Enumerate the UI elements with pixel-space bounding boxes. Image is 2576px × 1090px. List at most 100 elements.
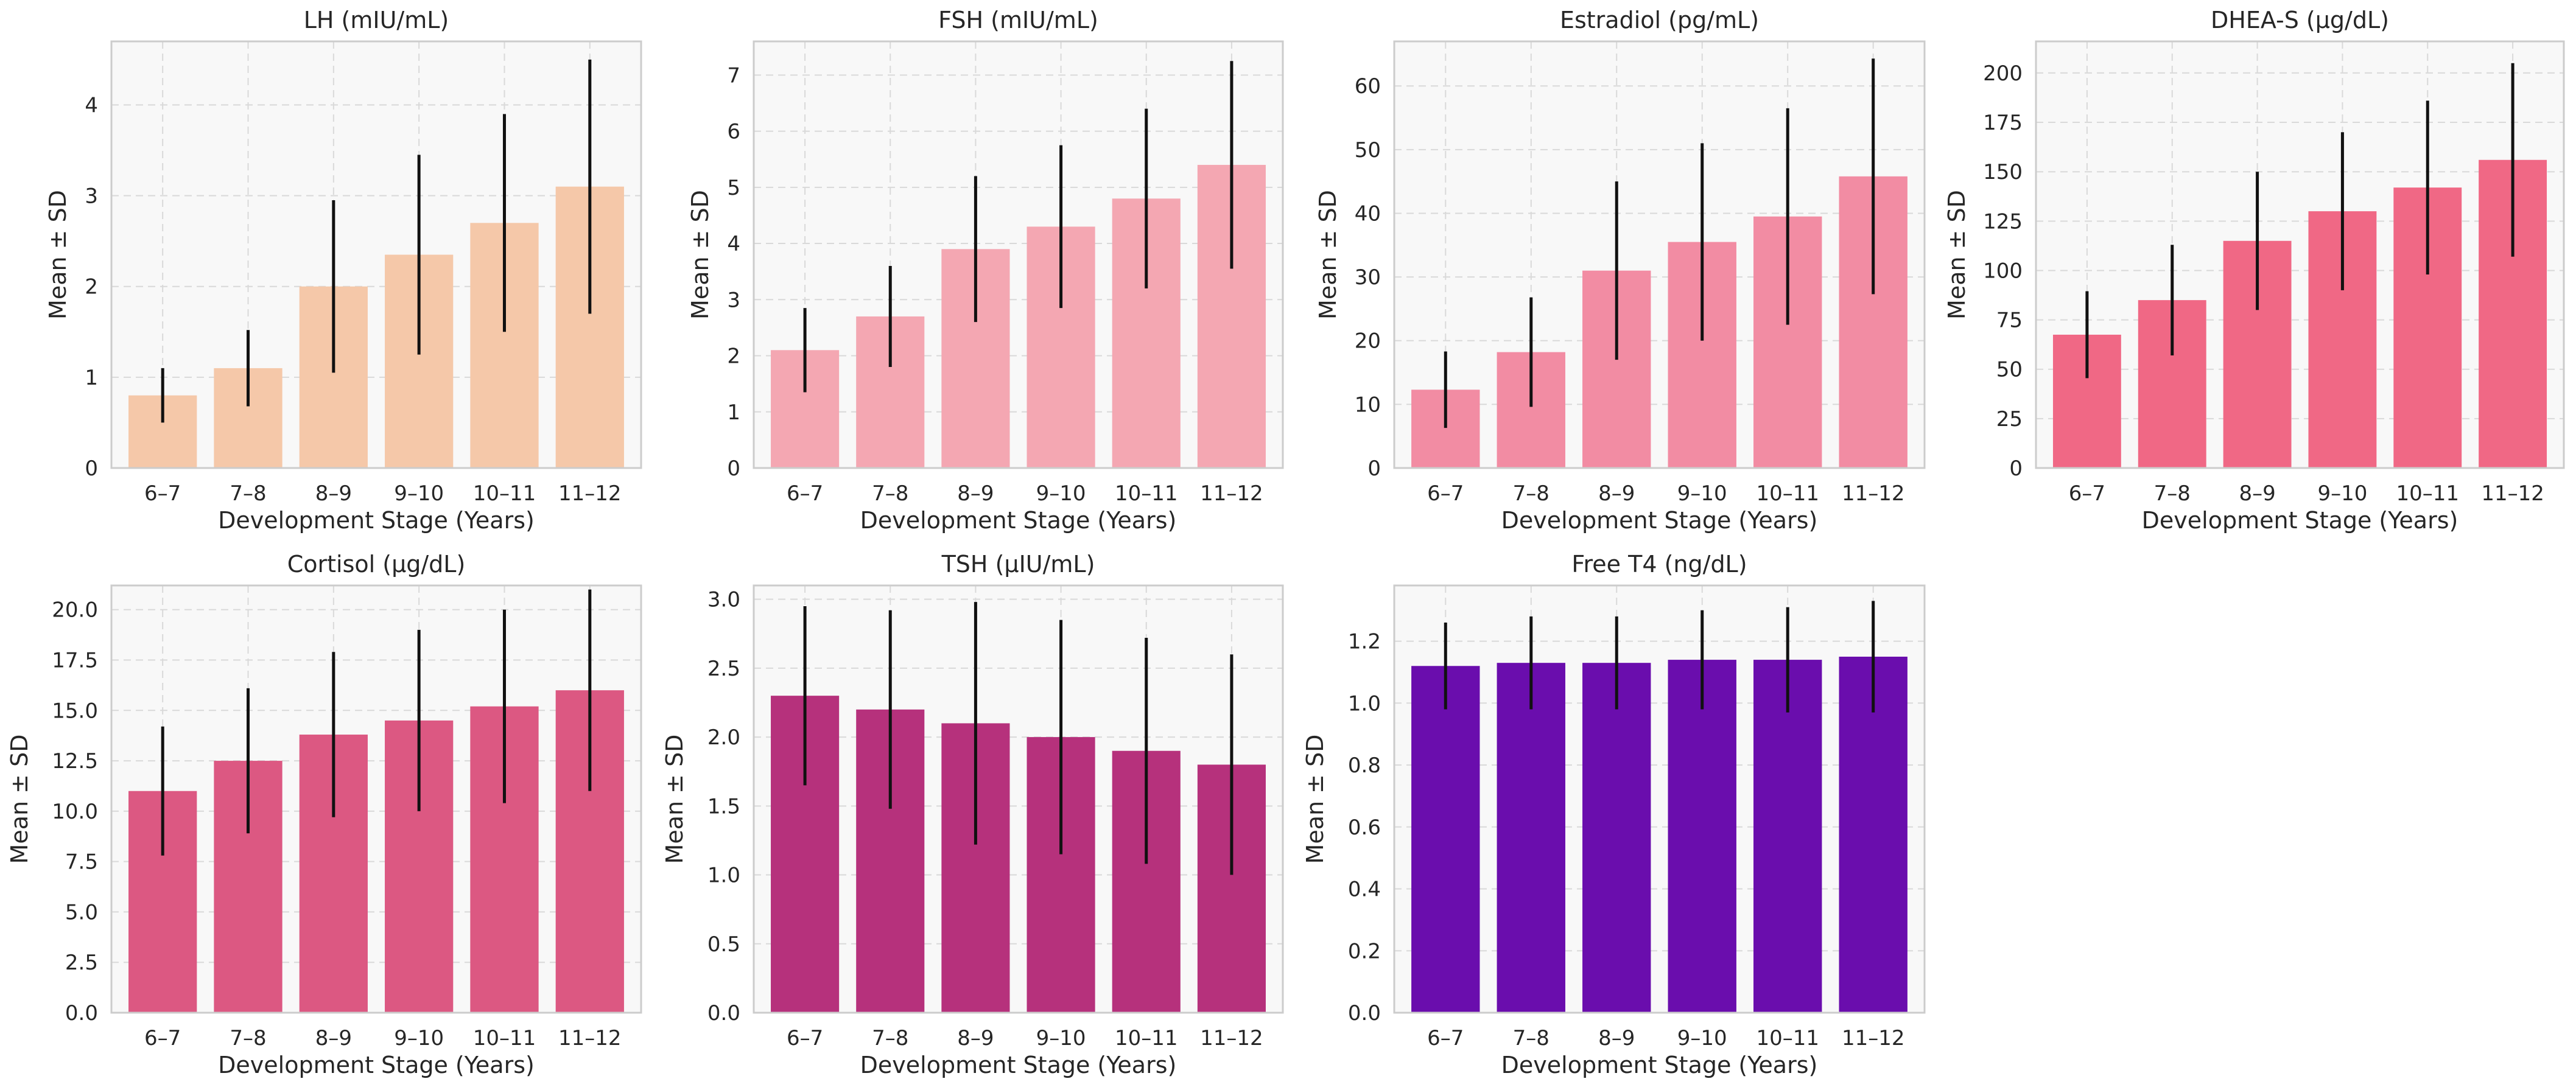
x-tick-label: 10–11 bbox=[1115, 1026, 1178, 1050]
bar bbox=[1497, 663, 1565, 1013]
y-tick-label: 2.0 bbox=[707, 725, 740, 750]
y-tick-label: 0.8 bbox=[1348, 753, 1381, 778]
y-tick-label: 0.0 bbox=[65, 1001, 98, 1025]
bar bbox=[1753, 660, 1822, 1013]
y-tick-label: 3.0 bbox=[707, 588, 740, 612]
plot-background bbox=[1394, 585, 1925, 1013]
y-tick-label: 1 bbox=[85, 366, 98, 390]
y-tick-label: 125 bbox=[1983, 209, 2023, 234]
x-tick-label: 10–11 bbox=[2396, 481, 2459, 506]
x-tick-label: 7–8 bbox=[1513, 481, 1549, 506]
chart-panel-2: 0 1 2 3 4 5 6 7 6–7 7–8 8–9 9–10 10–11 11–12 FSH (mIU/… bbox=[687, 7, 1284, 534]
x-tick-label: 9–10 bbox=[2317, 481, 2367, 506]
x-axis-label: Development Stage (Years) bbox=[1501, 1052, 1818, 1078]
y-tick-label: 75 bbox=[1996, 309, 2023, 333]
x-tick-label: 9–10 bbox=[1677, 1026, 1727, 1050]
y-axis-label: Mean ± SD bbox=[1302, 735, 1328, 864]
y-tick-label: 1 bbox=[727, 400, 740, 425]
y-tick-label: 3 bbox=[85, 184, 98, 209]
x-tick-label: 10–11 bbox=[1756, 481, 1819, 506]
y-tick-label: 30 bbox=[1355, 265, 1381, 290]
x-tick-label: 7–8 bbox=[1513, 1026, 1549, 1050]
y-tick-label: 7.5 bbox=[65, 850, 98, 875]
y-tick-label: 1.2 bbox=[1348, 630, 1381, 654]
x-tick-label: 8–9 bbox=[957, 481, 994, 506]
plot-frame bbox=[753, 584, 1284, 1014]
x-tick-label: 10–11 bbox=[1115, 481, 1178, 506]
x-tick-label: 9–10 bbox=[1677, 481, 1727, 506]
x-tick-label: 8–9 bbox=[315, 481, 352, 506]
plot-frame bbox=[110, 584, 642, 1014]
y-axis-label: Mean ± SD bbox=[6, 735, 33, 864]
y-tick-label: 200 bbox=[1983, 61, 2023, 86]
x-tick-label: 6–7 bbox=[144, 1026, 181, 1050]
x-axis-label: Development Stage (Years) bbox=[860, 1052, 1177, 1078]
y-tick-label: 0.0 bbox=[1348, 1001, 1381, 1025]
chart-panel-7: 0.0 0.2 0.4 0.6 0.8 1.0 1.2 6–7 7–8 8–9 9–10 10–11 1… bbox=[1302, 551, 1926, 1078]
plot-background bbox=[111, 41, 641, 468]
y-tick-label: 0.4 bbox=[1348, 878, 1381, 902]
y-tick-label: 0 bbox=[727, 456, 740, 481]
y-tick-label: 10.0 bbox=[52, 800, 98, 824]
y-tick-label: 1.0 bbox=[707, 864, 740, 888]
y-tick-label: 2 bbox=[727, 344, 740, 369]
x-tick-label: 8–9 bbox=[2239, 481, 2275, 506]
y-tick-label: 40 bbox=[1355, 201, 1381, 226]
plot-background bbox=[111, 585, 641, 1013]
y-tick-label: 0 bbox=[1367, 456, 1381, 481]
chart-panel-1: 0 1 2 3 4 6–7 7–8 8–9 9–10 10–11 11–12 LH (mIU/mL) D… bbox=[44, 7, 642, 534]
x-tick-label: 11–12 bbox=[558, 481, 622, 506]
plot-background bbox=[754, 41, 1283, 468]
y-tick-label: 2.5 bbox=[707, 657, 740, 681]
y-axis-label: Mean ± SD bbox=[1314, 190, 1341, 320]
y-tick-label: 175 bbox=[1983, 111, 2023, 135]
y-tick-label: 50 bbox=[1996, 358, 2023, 382]
bar bbox=[1668, 660, 1736, 1013]
chart-title: Estradiol (pg/mL) bbox=[1560, 7, 1759, 33]
x-tick-label: 6–7 bbox=[1427, 481, 1464, 506]
y-tick-label: 2 bbox=[85, 275, 98, 299]
y-tick-label: 25 bbox=[1996, 407, 2023, 431]
y-tick-label: 0.6 bbox=[1348, 816, 1381, 840]
plot-background bbox=[754, 585, 1283, 1013]
chart-title: Free T4 (ng/dL) bbox=[1571, 551, 1747, 578]
y-tick-label: 4 bbox=[85, 93, 98, 117]
x-tick-label: 11–12 bbox=[1200, 481, 1263, 506]
y-tick-label: 150 bbox=[1983, 160, 2023, 184]
y-tick-label: 6 bbox=[727, 120, 740, 144]
y-tick-label: 0.5 bbox=[707, 932, 740, 957]
chart-panel-3: 0 10 20 30 40 50 60 6–7 7–8 8–9 9–10 10–11 11–12 Estr… bbox=[1314, 7, 1926, 534]
x-tick-label: 11–12 bbox=[1200, 1026, 1263, 1050]
x-tick-label: 7–8 bbox=[872, 481, 908, 506]
x-tick-label: 7–8 bbox=[2154, 481, 2191, 506]
y-tick-label: 0 bbox=[2009, 456, 2023, 481]
y-tick-label: 0.0 bbox=[707, 1001, 740, 1025]
x-tick-label: 6–7 bbox=[144, 481, 181, 506]
y-axis-label: Mean ± SD bbox=[1943, 190, 1970, 320]
y-tick-label: 100 bbox=[1983, 259, 2023, 283]
x-tick-label: 6–7 bbox=[2069, 481, 2105, 506]
x-axis-label: Development Stage (Years) bbox=[218, 507, 535, 534]
x-axis-label: Development Stage (Years) bbox=[218, 1052, 535, 1078]
y-tick-label: 5 bbox=[727, 176, 740, 200]
x-tick-label: 6–7 bbox=[787, 1026, 823, 1050]
chart-panel-4: 0 25 50 75 100 125 150 175 200 6–7 7–8 8–9 9–10 10–11… bbox=[1943, 7, 2565, 534]
x-tick-label: 9–10 bbox=[394, 1026, 444, 1050]
chart-title: Cortisol (µg/dL) bbox=[287, 551, 466, 578]
plot-background bbox=[1394, 41, 1925, 468]
plot-frame bbox=[1393, 40, 1926, 469]
y-tick-label: 2.5 bbox=[65, 951, 98, 975]
plot-frame bbox=[2035, 40, 2565, 469]
x-tick-label: 8–9 bbox=[1598, 1026, 1635, 1050]
y-tick-label: 10 bbox=[1355, 393, 1381, 417]
x-tick-label: 9–10 bbox=[394, 481, 444, 506]
x-axis-label: Development Stage (Years) bbox=[2142, 507, 2458, 534]
y-tick-label: 0 bbox=[85, 456, 98, 481]
bar bbox=[1582, 663, 1651, 1013]
x-tick-label: 11–12 bbox=[2481, 481, 2544, 506]
y-tick-label: 12.5 bbox=[52, 749, 98, 774]
y-tick-label: 7 bbox=[727, 63, 740, 88]
chart-title: DHEA-S (µg/dL) bbox=[2211, 7, 2389, 33]
y-tick-label: 60 bbox=[1355, 74, 1381, 99]
